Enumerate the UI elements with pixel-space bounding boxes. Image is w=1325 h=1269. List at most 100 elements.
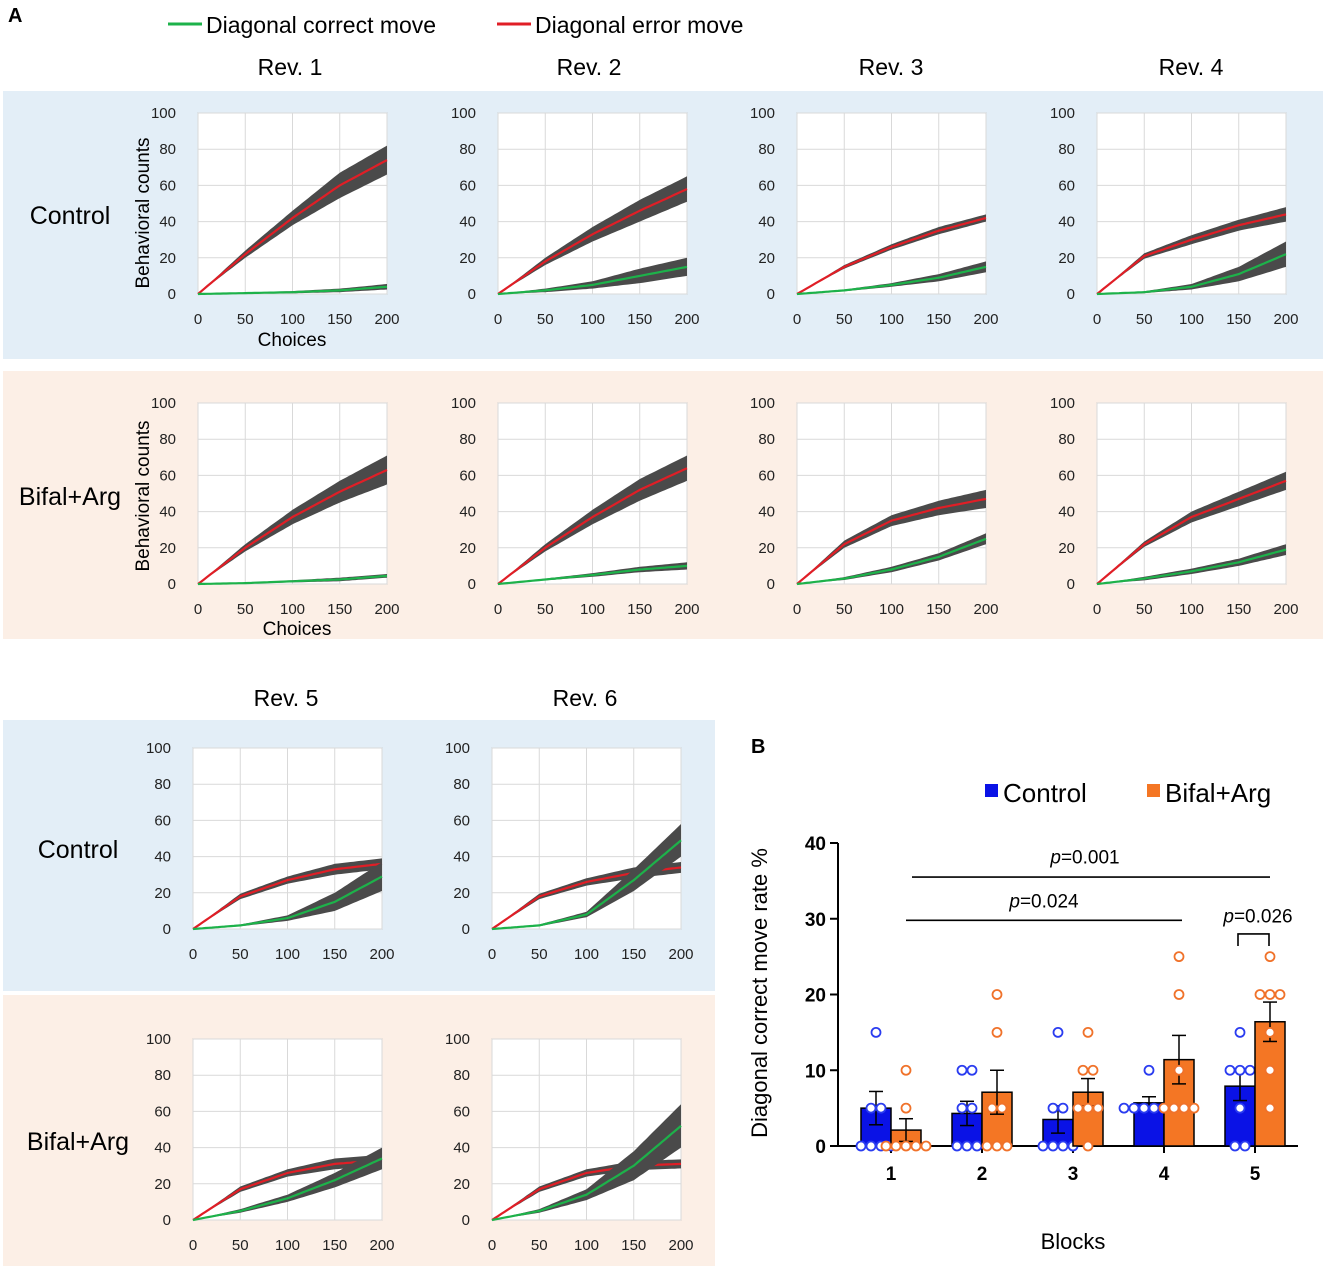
y-tick-label: 60 xyxy=(1058,177,1075,194)
y-tick-label: 80 xyxy=(459,431,476,448)
data-point-bifal xyxy=(1082,1026,1094,1038)
y-tick-label: 100 xyxy=(750,105,775,122)
x-tick-label: 0 xyxy=(194,601,202,618)
x-category-label: 1 xyxy=(886,1164,897,1185)
x-tick-label: 50 xyxy=(836,601,853,618)
significance-label-1-5: p=0.001 xyxy=(1049,847,1119,868)
x-tick-label: 50 xyxy=(537,601,554,618)
bar-x-axis-title: Blocks xyxy=(1041,1229,1106,1254)
data-point-bifal xyxy=(1173,989,1185,1000)
y-tick-label: 20 xyxy=(758,250,775,267)
data-point-bifal xyxy=(1092,1102,1104,1114)
data-point-control xyxy=(875,1102,887,1114)
group-label-control-top: Control xyxy=(30,202,111,230)
x-category-label: 5 xyxy=(1250,1164,1261,1185)
xlabel-control-rev1: Choices xyxy=(258,330,327,351)
data-point-bifal xyxy=(910,1140,922,1152)
x-tick-label: 200 xyxy=(674,311,699,328)
group-label-control-bottom: Control xyxy=(38,836,119,864)
data-point-bifal xyxy=(986,1102,998,1114)
significance-label-1-4-value: =0.024 xyxy=(1020,891,1079,912)
data-point-control xyxy=(865,1102,877,1114)
x-tick-label: 50 xyxy=(1136,601,1153,618)
x-tick-label: 200 xyxy=(973,601,998,618)
series-line-correct xyxy=(497,564,688,586)
title-rev-5: Rev. 5 xyxy=(254,685,319,711)
y-tick-label: 80 xyxy=(758,141,775,158)
line-panel-10: 0 50 100 150 200 0 20 40 60 80 100 xyxy=(445,740,694,963)
y-tick-label: 0 xyxy=(462,1212,470,1229)
y-tick-label: 60 xyxy=(758,177,775,194)
y-tick-label: 60 xyxy=(159,467,176,484)
data-point-control xyxy=(1057,1102,1069,1114)
x-tick-label: 100 xyxy=(580,311,605,328)
series-line-correct xyxy=(1096,253,1287,296)
x-tick-label: 150 xyxy=(327,311,352,328)
x-tick-label: 0 xyxy=(189,1237,197,1254)
sem-band-correct xyxy=(498,257,687,294)
y-tick-label: 40 xyxy=(159,504,176,521)
y-tick-label: 100 xyxy=(151,105,176,122)
line-panel-7: 0 50 100 150 200 0 20 40 60 80 100 xyxy=(750,395,999,618)
y-tick-label: 40 xyxy=(1058,504,1075,521)
series-line-error xyxy=(497,467,688,585)
x-tick-label: 50 xyxy=(237,601,254,618)
x-tick-label: 150 xyxy=(322,946,347,963)
y-tick-label: 100 xyxy=(1050,395,1075,412)
x-tick-label: 200 xyxy=(668,946,693,963)
data-point-control xyxy=(971,1140,983,1152)
significance-label-5: p=0.026 xyxy=(1222,907,1292,928)
x-tick-label: 150 xyxy=(1226,601,1251,618)
data-point-control xyxy=(966,1102,978,1114)
y-tick-label: 0 xyxy=(1067,286,1075,303)
x-tick-label: 150 xyxy=(926,311,951,328)
sem-band-correct xyxy=(797,261,986,294)
x-tick-label: 200 xyxy=(668,1237,693,1254)
data-point-bifal xyxy=(900,1064,912,1076)
line-panel-11: 0 50 100 150 200 0 20 40 60 80 100 xyxy=(146,1031,395,1254)
y-tick-label: 60 xyxy=(154,1103,171,1120)
y-tick-label: 0 xyxy=(767,576,775,593)
data-point-control xyxy=(1138,1102,1150,1114)
x-tick-label: 150 xyxy=(621,946,646,963)
x-tick-label: 0 xyxy=(488,946,496,963)
title-rev-1: Rev. 1 xyxy=(258,54,323,80)
legend-bifal-label: Bifal+Arg xyxy=(1165,778,1271,808)
y-tick-label: 100 xyxy=(1050,105,1075,122)
data-point-control xyxy=(966,1064,978,1076)
data-point-bifal xyxy=(991,1026,1003,1038)
sem-band-correct xyxy=(193,862,382,929)
line-panel-9: 0 50 100 150 200 0 20 40 60 80 100 xyxy=(146,740,395,963)
y-tick-label: 40 xyxy=(758,214,775,231)
x-tick-label: 200 xyxy=(369,1237,394,1254)
x-tick-label: 150 xyxy=(627,311,652,328)
x-tick-label: 0 xyxy=(494,601,502,618)
y-tick-label: 20 xyxy=(805,986,826,1007)
y-tick-label: 20 xyxy=(453,885,470,902)
y-tick-label: 0 xyxy=(468,286,476,303)
y-tick-label: 0 xyxy=(168,286,176,303)
y-tick-label: 40 xyxy=(159,214,176,231)
ylabel-control-rev1: Behavioral counts xyxy=(133,137,154,288)
bar-legend: Control Bifal+Arg xyxy=(985,778,1271,808)
line-legend: Diagonal correct move Diagonal error mov… xyxy=(168,12,743,38)
data-point-bifal xyxy=(1264,989,1276,1000)
y-tick-label: 20 xyxy=(154,1176,171,1193)
bar-chart: 0 10 20 30 40 Diagonal correct move rate % Blo… xyxy=(747,778,1298,1254)
y-tick-label: 0 xyxy=(163,1212,171,1229)
data-point-control xyxy=(1234,1026,1246,1038)
significance-label-5-p: p xyxy=(1222,907,1234,928)
x-tick-label: 200 xyxy=(374,601,399,618)
y-tick-label: 20 xyxy=(459,250,476,267)
data-point-control xyxy=(870,1026,882,1038)
series-line-correct xyxy=(491,1125,682,1222)
bar-y-axis-title: Diagonal correct move rate % xyxy=(747,848,772,1138)
legend-error-label: Diagonal error move xyxy=(535,12,743,38)
legend-correct-label: Diagonal correct move xyxy=(206,12,436,38)
x-tick-label: 150 xyxy=(627,601,652,618)
x-tick-label: 50 xyxy=(531,946,548,963)
y-tick-label: 100 xyxy=(750,395,775,412)
data-point-bifal xyxy=(1188,1102,1200,1114)
series-line-error xyxy=(192,862,383,930)
y-tick-label: 60 xyxy=(453,1103,470,1120)
